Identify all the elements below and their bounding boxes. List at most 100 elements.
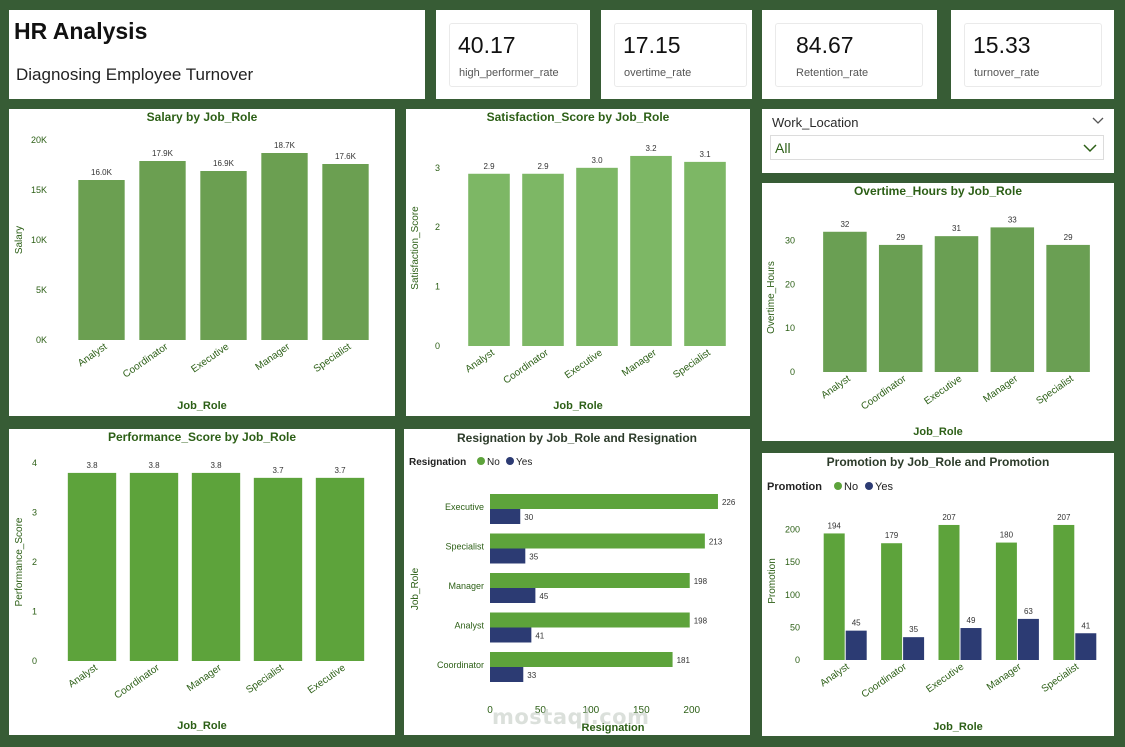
y-tick-label: Coordinator	[437, 660, 484, 670]
data-label: 49	[967, 616, 976, 625]
y-axis-label: Salary	[14, 226, 25, 254]
data-label: 226	[722, 498, 736, 507]
y-tick-label: 5K	[36, 285, 47, 295]
bar-coordinator	[522, 173, 564, 346]
data-label: 207	[1057, 513, 1071, 522]
y-tick-label: 10	[785, 323, 795, 333]
y-tick-label: 2	[435, 222, 440, 232]
chart-title: Satisfaction_Score by Job_Role	[487, 110, 670, 124]
y-tick-label: 4	[32, 458, 37, 468]
data-label: 18.7K	[274, 141, 296, 150]
watermark-logo: mostaql.com	[492, 705, 650, 729]
y-tick-label: 0	[32, 656, 37, 666]
y-tick-label: 100	[785, 590, 800, 600]
kpi-frame	[614, 23, 747, 87]
collapse-chevron-icon[interactable]	[1092, 115, 1104, 125]
data-label: 29	[896, 233, 905, 242]
x-tick-label: Manager	[620, 347, 659, 379]
bar-coordinator	[878, 244, 923, 372]
chart-title: Salary by Job_Role	[147, 110, 258, 124]
bar-executive	[315, 477, 365, 661]
data-label: 45	[852, 619, 861, 628]
slicer-dropdown[interactable]: All	[770, 135, 1104, 160]
x-tick-label: Specialist	[1034, 373, 1076, 407]
x-axis-label: Job_Role	[177, 720, 227, 732]
x-tick-label: Specialist	[312, 341, 354, 375]
x-tick-label: Coordinator	[121, 341, 171, 380]
data-label: 198	[694, 577, 708, 586]
x-tick-label: Manager	[985, 661, 1024, 693]
data-label: 3.2	[645, 144, 657, 153]
data-label: 194	[828, 521, 842, 530]
kpi-value: 15.33	[973, 32, 1031, 58]
data-label: 32	[840, 220, 849, 229]
data-label: 3.0	[591, 156, 603, 165]
x-tick-label: 200	[683, 705, 700, 716]
y-tick-label: 0	[435, 341, 440, 351]
bar-specialist	[322, 164, 369, 340]
y-tick-label: 20	[785, 279, 795, 289]
bar-analyst	[78, 180, 125, 340]
performance-chart-card: Performance_Score by Job_Role 0 1 2 3 4 Perfor…	[9, 429, 395, 735]
data-label: 33	[527, 671, 536, 680]
bar-yes-coordinator	[903, 637, 925, 660]
performance-chart: Performance_Score by Job_Role 0 1 2 3 4 Perfor…	[14, 430, 365, 732]
slicer-label: Work_Location	[772, 115, 859, 130]
x-tick-label: 50	[535, 705, 547, 716]
promotion-chart-card: Promotion by Job_Role and Promotion Promo…	[762, 453, 1114, 736]
x-tick-label: Executive	[189, 341, 231, 375]
y-tick-label: 3	[435, 163, 440, 173]
data-label: 45	[539, 592, 548, 601]
y-tick-label: Manager	[448, 581, 484, 591]
kpi-label: turnover_rate	[974, 67, 1040, 79]
bar-specialist	[253, 477, 303, 661]
bar-executive	[576, 167, 618, 346]
satisfaction-chart: Satisfaction_Score by Job_Role 0 1 2 3 Satisf…	[410, 110, 726, 412]
y-axis-label: Promotion	[767, 558, 778, 604]
bar-analyst	[468, 173, 510, 346]
x-tick-label: Coordinator	[113, 662, 163, 701]
resignation-chart-card: Resignation by Job_Role and Resignation R…	[404, 429, 750, 735]
bar-manager	[191, 472, 241, 661]
bar-yes-coordinator	[490, 667, 524, 682]
y-tick-label: 150	[785, 557, 800, 567]
data-label: 29	[1064, 233, 1073, 242]
kpi-value: 17.15	[623, 32, 681, 58]
chart-title: Promotion by Job_Role and Promotion	[827, 455, 1050, 469]
data-label: 63	[1024, 607, 1033, 616]
bar-analyst	[823, 231, 867, 372]
data-label: 3.7	[334, 466, 346, 475]
y-axis-label: Satisfaction_Score	[410, 206, 421, 290]
bar-no-specialist	[1053, 524, 1075, 660]
y-axis-label: Performance_Score	[14, 517, 25, 606]
data-label: 35	[529, 553, 538, 562]
kpi-card-overtime: 17.15 overtime_rate	[601, 10, 752, 99]
kpi-frame	[449, 23, 578, 87]
legend-yes-label: Yes	[875, 481, 893, 493]
kpi-frame	[964, 23, 1102, 87]
x-tick-label: Executive	[922, 373, 964, 407]
chart-title: Overtime_Hours by Job_Role	[854, 184, 1022, 198]
legend-yes-marker	[506, 457, 514, 465]
data-label: 180	[1000, 531, 1014, 540]
x-tick-label: 150	[633, 705, 650, 716]
y-tick-label: 0	[790, 367, 795, 377]
legend-no-marker	[834, 482, 842, 490]
data-label: 16.0K	[91, 168, 113, 177]
x-axis-label: Job_Role	[553, 400, 603, 412]
bar-coordinator	[139, 161, 186, 340]
kpi-card-turnover: 15.33 turnover_rate	[951, 10, 1114, 99]
legend-yes-label: Yes	[516, 457, 532, 468]
x-tick-label: Coordinator	[859, 373, 909, 412]
y-axis-label: Job_Role	[410, 567, 421, 610]
data-label: 3.1	[699, 150, 711, 159]
y-tick-label: Specialist	[445, 542, 484, 552]
salary-chart-card: Salary by Job_Role 0K 5K 10K 15K 20K Salary 16.…	[9, 109, 395, 416]
x-tick-label: Manager	[185, 662, 224, 694]
y-tick-label: 2	[32, 557, 37, 567]
chart-title: Resignation by Job_Role and Resignation	[457, 431, 697, 445]
data-label: 207	[942, 513, 956, 522]
x-tick-label: Analyst	[819, 373, 852, 401]
bar-executive	[200, 171, 247, 340]
kpi-value: 84.67	[796, 32, 854, 58]
